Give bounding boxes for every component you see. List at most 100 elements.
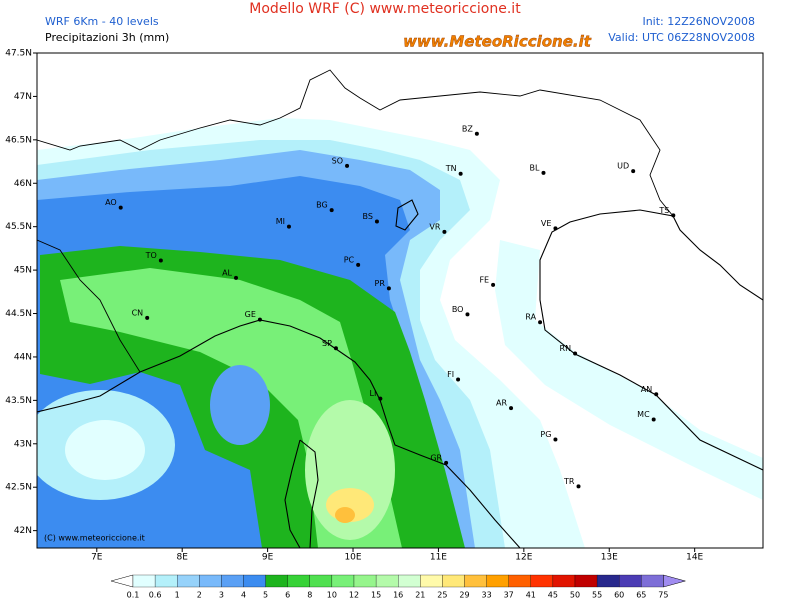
colorbar-label: 8 [307, 591, 312, 600]
colorbar-swatch [199, 574, 222, 588]
city-marker [442, 229, 447, 234]
city-label: AN [641, 385, 652, 394]
colorbar-label: 12 [349, 591, 359, 600]
city-label: GE [245, 310, 256, 319]
title: Modello WRF (C) www.meteoriccione.it [249, 1, 521, 17]
city-label: VE [541, 219, 552, 228]
valid-time: Valid: UTC 06Z28NOV2008 [608, 31, 755, 44]
colorbar-label: 3 [219, 591, 224, 600]
city-label: RN [560, 344, 572, 353]
colorbar-swatch [508, 574, 531, 588]
city-label: AO [105, 198, 117, 207]
city-label: CN [132, 308, 144, 317]
city-marker [145, 315, 150, 320]
city-label: FI [447, 370, 454, 379]
city-marker [491, 282, 496, 287]
city-marker [553, 437, 558, 442]
colorbar-label: 75 [658, 591, 668, 600]
city-marker [333, 346, 338, 351]
field-label: Precipitazioni 3h (mm) [45, 31, 169, 44]
city-marker [509, 406, 514, 411]
colorbar-label: 2 [197, 591, 202, 600]
colorbar-over [663, 574, 687, 588]
city-label: PR [375, 279, 386, 288]
x-tick-label: 11E [430, 553, 447, 563]
colorbar-label: 0.6 [149, 591, 162, 600]
colorbar-label: 45 [548, 591, 558, 600]
colorbar-label: 33 [482, 591, 492, 600]
init-time: Init: 12Z26NOV2008 [642, 15, 755, 28]
city-marker [573, 351, 578, 356]
colorbar-label: 5 [263, 591, 268, 600]
colorbar-label: 37 [504, 591, 514, 600]
x-tick-label: 12E [515, 553, 532, 563]
city-label: PG [540, 430, 551, 439]
city-marker [374, 219, 379, 224]
logo: www.MeteoRiccione.it [403, 33, 592, 51]
city-label: BL [530, 163, 540, 172]
colorbar-label: 6 [285, 591, 290, 600]
y-tick-label: 43.5N [5, 396, 32, 406]
city-label: MC [637, 410, 650, 419]
city-label: BG [316, 201, 328, 210]
city-label: SP [322, 339, 332, 348]
colorbar-label: 4 [241, 591, 246, 600]
city-marker [671, 213, 676, 218]
colorbar-label: 10 [327, 591, 337, 600]
city-marker [458, 171, 463, 176]
colorbar-swatch [375, 574, 399, 588]
y-tick-label: 42.5N [5, 483, 32, 493]
colorbar-swatch [530, 574, 554, 588]
y-tick-label: 45N [14, 266, 32, 276]
city-marker [286, 224, 291, 229]
colorbar-swatch [464, 574, 487, 588]
colorbar-label: 50 [570, 591, 580, 600]
city-label: FE [479, 275, 489, 284]
colorbar-label: 16 [393, 591, 403, 600]
precip-field [37, 53, 763, 548]
city-label: BZ [462, 124, 473, 133]
city-marker [356, 262, 361, 267]
colorbar-swatch [309, 574, 333, 588]
colorbar-swatch [596, 574, 620, 588]
city-label: VR [429, 222, 440, 231]
y-tick-label: 47N [14, 92, 32, 102]
y-tick-label: 46.5N [5, 135, 32, 145]
city-marker [444, 460, 449, 465]
y-tick-label: 46N [14, 179, 32, 189]
y-tick-label: 47.5N [5, 49, 32, 59]
city-marker [651, 417, 656, 422]
colorbar-swatch [132, 574, 156, 588]
colorbar-swatch [265, 574, 288, 588]
city-label: TS [658, 206, 669, 215]
colorbar-swatch [243, 574, 266, 588]
city-marker [158, 258, 163, 263]
city-marker [386, 286, 391, 291]
city-marker [378, 396, 383, 401]
colorbar-swatch [221, 574, 244, 588]
colorbar-swatch [287, 574, 310, 588]
y-tick-label: 45.5N [5, 222, 32, 232]
city-marker [118, 205, 123, 210]
colorbar-swatch [154, 574, 178, 588]
colorbar-swatch [420, 574, 443, 588]
colorbar-swatch [641, 574, 664, 588]
y-tick-label: 44N [14, 352, 32, 362]
city-marker [234, 275, 239, 280]
city-marker [654, 392, 659, 397]
city-marker [465, 312, 470, 317]
colorbar-swatch [331, 574, 355, 588]
y-tick-label: 44.5N [5, 309, 32, 319]
city-label: SO [332, 156, 343, 165]
colorbar-swatch [486, 574, 509, 588]
city-marker [541, 170, 546, 175]
x-tick-label: 13E [601, 553, 618, 563]
city-label: TR [563, 477, 575, 486]
colorbar-swatch [398, 574, 421, 588]
city-label: RA [525, 313, 536, 322]
colorbar-swatch [619, 574, 642, 588]
model-label: WRF 6Km - 40 levels [45, 15, 159, 28]
x-tick-label: 8E [176, 553, 188, 563]
city-label: PC [344, 255, 355, 264]
x-tick-label: 9E [262, 553, 274, 563]
